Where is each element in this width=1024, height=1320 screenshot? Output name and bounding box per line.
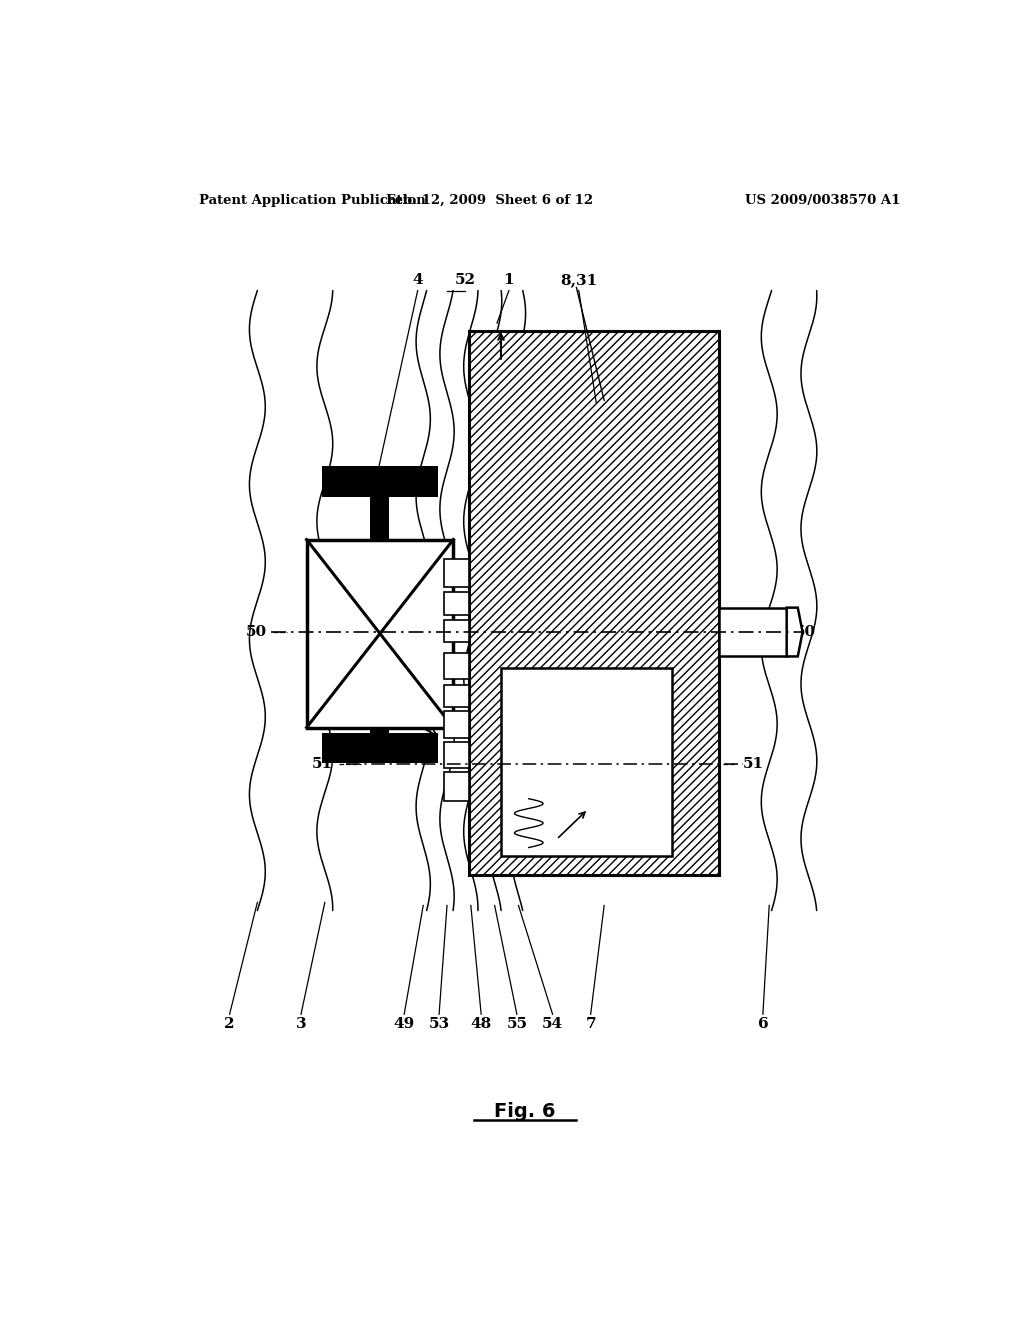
Text: US 2009/0038570 A1: US 2009/0038570 A1 [744, 194, 900, 206]
Text: 6: 6 [758, 1018, 768, 1031]
Text: 52: 52 [455, 273, 476, 288]
Text: 51: 51 [311, 758, 333, 771]
Bar [443, 558, 469, 587]
Bar [371, 727, 389, 733]
Text: 50: 50 [246, 626, 267, 639]
Bar [443, 653, 469, 678]
Text: Feb. 12, 2009  Sheet 6 of 12: Feb. 12, 2009 Sheet 6 of 12 [385, 194, 593, 206]
Bar [443, 620, 469, 643]
Text: 3: 3 [296, 1018, 306, 1031]
Bar [322, 733, 438, 763]
Bar [443, 593, 469, 615]
Bar [469, 331, 719, 875]
Bar [501, 668, 672, 855]
Text: 53: 53 [428, 1018, 450, 1031]
Text: 54: 54 [542, 1018, 563, 1031]
Text: Fig. 6: Fig. 6 [494, 1102, 556, 1121]
Text: 4: 4 [413, 273, 423, 288]
Text: 2: 2 [224, 1018, 234, 1031]
Bar [443, 685, 469, 708]
Polygon shape [786, 607, 803, 656]
Text: 48: 48 [470, 1018, 492, 1031]
Bar [443, 742, 469, 768]
Text: 55: 55 [506, 1018, 527, 1031]
Text: 49: 49 [393, 1018, 415, 1031]
Bar [371, 496, 389, 540]
Bar [322, 466, 438, 496]
Text: 50: 50 [795, 626, 816, 639]
Text: 1: 1 [504, 273, 514, 288]
Text: Patent Application Publication: Patent Application Publication [200, 194, 426, 206]
Text: 7: 7 [586, 1018, 596, 1031]
Bar [443, 772, 469, 801]
Bar [443, 711, 469, 738]
Text: 51: 51 [743, 758, 764, 771]
Bar [306, 540, 454, 727]
Bar [719, 607, 786, 656]
Text: 8,31: 8,31 [560, 273, 597, 288]
